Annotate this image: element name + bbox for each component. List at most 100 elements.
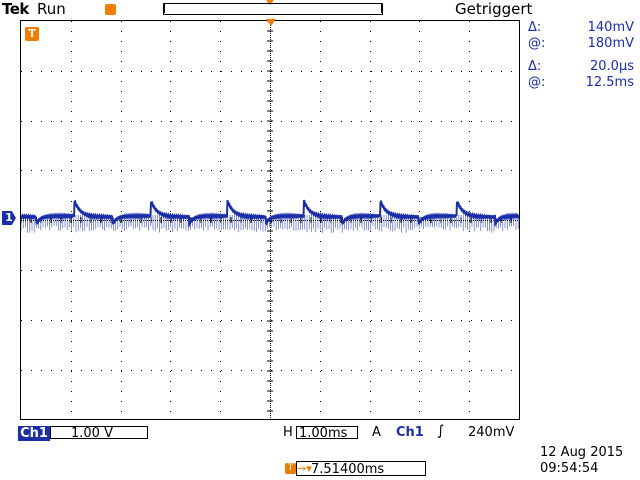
graticule-dot (103, 220, 104, 221)
graticule-dot (170, 351, 171, 352)
waveform-display[interactable] (20, 20, 520, 420)
graticule-dot (57, 220, 58, 221)
graticule-dot (191, 270, 192, 271)
graticule-dot (71, 241, 72, 242)
graticule-dot (327, 220, 328, 221)
graticule-dot (331, 320, 332, 321)
graticule-dot (170, 211, 171, 212)
graticule-dot (320, 161, 321, 162)
graticule-dot (41, 370, 42, 371)
graticule-dot (320, 171, 321, 172)
graticule-dot (79, 220, 80, 221)
graticule-dot (121, 411, 122, 412)
graticule-dot (391, 270, 392, 271)
trigger-position-marker[interactable]: T (25, 27, 39, 41)
graticule-dot (71, 131, 72, 132)
graticule-dot (419, 71, 420, 72)
graticule-dot (121, 270, 122, 271)
graticule-dot (270, 185, 271, 186)
graticule-dot (270, 259, 271, 260)
graticule-dot (511, 320, 512, 321)
graticule-dot (459, 220, 460, 221)
graticule-dot (131, 71, 132, 72)
graticule-dot (409, 220, 410, 221)
graticule-dot (231, 320, 232, 321)
rising-edge-slope-icon: ∫ (437, 423, 444, 439)
graticule-dot (170, 371, 171, 372)
graticule-dot (121, 241, 122, 242)
graticule-dot (419, 91, 420, 92)
graticule-dot (81, 370, 82, 371)
graticule-dot (370, 51, 371, 52)
graticule-dot (59, 220, 60, 221)
graticule-dot (31, 71, 32, 72)
graticule-dot (391, 370, 392, 371)
graticule-dot (85, 220, 86, 221)
graticule-dot (320, 271, 321, 272)
graticule-dot (419, 241, 420, 242)
graticule-dot (270, 213, 271, 214)
graticule-dot (71, 321, 72, 322)
graticule-dot (270, 257, 271, 258)
graticule-dot (291, 320, 292, 321)
graticule-dot (220, 191, 221, 192)
graticule-dot (270, 393, 271, 394)
graticule-dot (511, 270, 512, 271)
graticule-dot (171, 71, 172, 72)
graticule-dot (71, 370, 72, 371)
graticule-dot (270, 357, 271, 358)
graticule-dot (331, 121, 332, 122)
graticule-dot (220, 211, 221, 212)
cursor-at-v-value: 180mV (588, 36, 634, 51)
ch1-label[interactable]: Ch1 (18, 426, 50, 441)
graticule-dot (220, 341, 221, 342)
graticule-dot (281, 270, 282, 271)
graticule-dot (131, 270, 132, 271)
graticule-dot (479, 220, 480, 221)
graticule-dot (270, 143, 271, 144)
graticule-dot (320, 241, 321, 242)
graticule-dot (320, 411, 321, 412)
graticule-dot (270, 93, 271, 94)
graticule-dot (71, 401, 72, 402)
graticule-dot (31, 270, 32, 271)
ch1-ground-marker[interactable]: 1 (2, 211, 16, 225)
graticule-dot (393, 220, 394, 221)
graticule-dot (270, 385, 271, 386)
graticule-dot (320, 381, 321, 382)
cursor-at-v-label: @: (528, 36, 545, 51)
graticule-dot (21, 71, 22, 72)
graticule-dot (121, 141, 122, 142)
graticule-dot (71, 111, 72, 112)
graticule-dot (165, 220, 166, 221)
graticule-dot (151, 170, 152, 171)
graticule-dot (270, 113, 271, 114)
graticule-dot (71, 211, 72, 212)
graticule-dot (121, 21, 122, 22)
graticule-dot (121, 211, 122, 212)
graticule-dot (170, 281, 171, 282)
graticule-dot (320, 311, 321, 312)
graticule-dot (419, 201, 420, 202)
horizontal-label: H (283, 425, 293, 440)
graticule-dot (121, 371, 122, 372)
graticule-dot (481, 71, 482, 72)
graticule-dot (241, 320, 242, 321)
graticule-dot (469, 121, 470, 122)
graticule-dot (451, 71, 452, 72)
graticule-dot (270, 327, 271, 328)
graticule-dot (419, 151, 420, 152)
graticule-dot (321, 320, 322, 321)
graticule-dot (370, 291, 371, 292)
graticule-dot (270, 285, 271, 286)
graticule-dot (270, 83, 271, 84)
graticule-dot (411, 320, 412, 321)
graticule-dot (71, 381, 72, 382)
graticule-dot (51, 121, 52, 122)
graticule-dot (270, 137, 271, 138)
graticule-dot (270, 53, 271, 54)
graticule-dot (421, 121, 422, 122)
graticule-dot (270, 299, 271, 300)
graticule-dot (270, 45, 271, 46)
graticule-dot (471, 170, 472, 171)
